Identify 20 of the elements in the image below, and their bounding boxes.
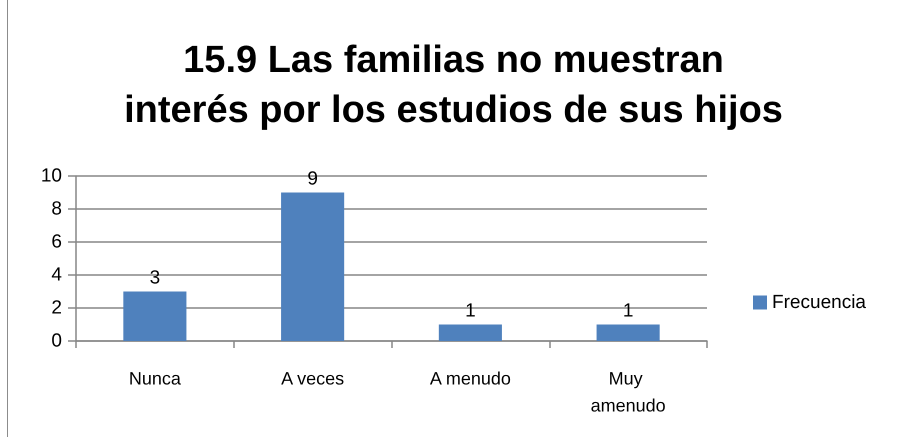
bar <box>123 292 186 341</box>
bar <box>596 324 660 341</box>
bar <box>438 324 502 341</box>
y-tick-label: 0 <box>51 330 62 352</box>
y-tick-label: 2 <box>51 298 62 318</box>
x-tick-label: A veces <box>281 368 344 388</box>
data-label: 1 <box>465 300 476 322</box>
y-tick-label: 4 <box>51 264 62 286</box>
chart-title: 15.9 Las familias no muestran interés por los estudios de sus hijos <box>124 39 783 131</box>
data-label: 1 <box>622 300 634 322</box>
x-tick-label: Nunca <box>128 368 182 388</box>
y-tick-label: 10 <box>40 166 62 186</box>
y-tick-label: 8 <box>51 198 62 220</box>
bar <box>281 192 344 341</box>
x-tick-label: Muy amenudo <box>590 368 666 416</box>
x-tick-label: A menudo <box>430 368 511 388</box>
data-label: 9 <box>307 168 318 190</box>
data-label: 3 <box>150 268 160 288</box>
y-tick-label: 6 <box>51 232 62 252</box>
legend-label: Frecuencia <box>772 292 866 313</box>
